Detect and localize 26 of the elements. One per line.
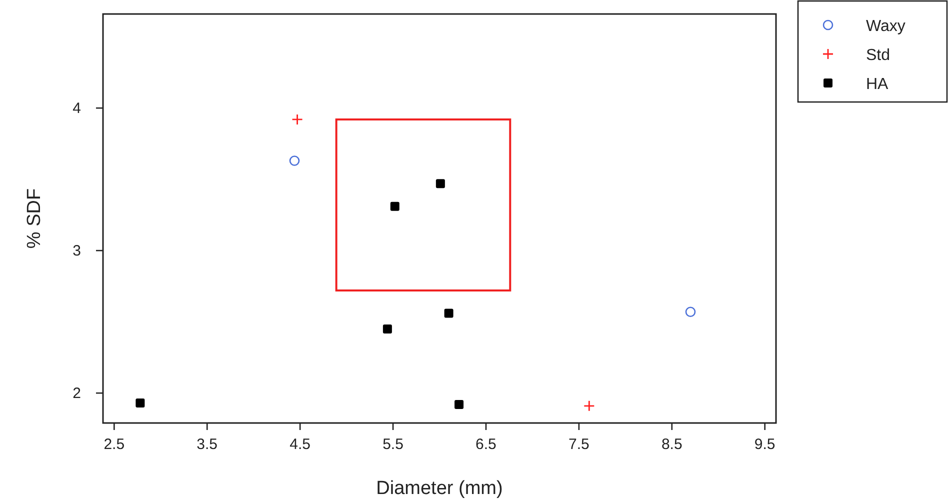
x-tick-label: 5.5 (382, 436, 404, 453)
x-tick-label: 8.5 (661, 436, 682, 453)
x-tick-label: 4.5 (290, 436, 310, 453)
point (454, 400, 464, 409)
point (292, 114, 303, 126)
point (382, 324, 392, 334)
y-tick-label: 4 (72, 100, 81, 118)
y-tick-label: 3 (72, 242, 81, 260)
point (444, 308, 454, 318)
x-tick-label: 6.5 (476, 436, 496, 453)
point (685, 306, 696, 317)
legend-label: Std (866, 47, 890, 64)
x-tick-label: 3.5 (196, 436, 218, 453)
x-tick-label: 2.5 (104, 436, 125, 453)
point (136, 398, 145, 408)
y-tick-label: 2 (72, 385, 81, 402)
y-axis-title: % SDF (24, 188, 45, 249)
x-tick-label: 7.5 (568, 436, 590, 453)
legend-label: HA (866, 76, 889, 93)
legend-label: Waxy (866, 18, 906, 35)
point (436, 179, 445, 188)
x-tick-label: 9.5 (754, 436, 776, 453)
point (583, 400, 595, 412)
point (289, 156, 300, 166)
x-axis-title: Diameter (mm) (376, 478, 503, 499)
point (390, 202, 400, 211)
